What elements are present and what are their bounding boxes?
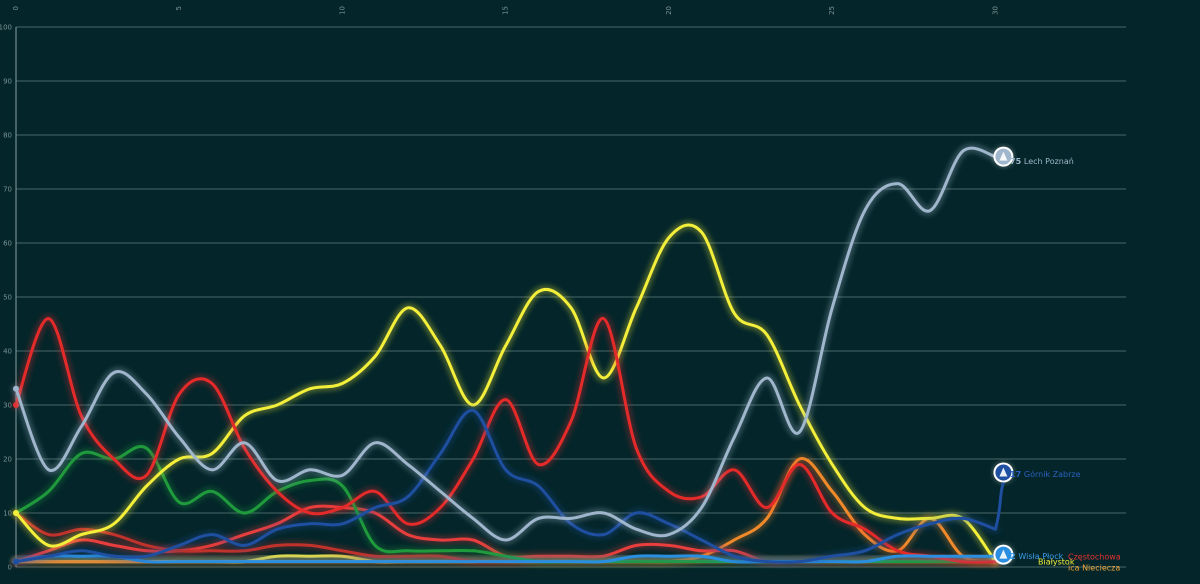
- end-label-team: Wisła Płock: [1018, 552, 1063, 561]
- y-tick-label-30: 30: [3, 402, 12, 410]
- y-tick-label-60: 60: [3, 240, 12, 248]
- club-icons: [992, 145, 1015, 566]
- end-label-5: Białystok: [1038, 558, 1075, 567]
- series-line-wisla-plock: [14, 554, 997, 564]
- end-label-value: 17: [1010, 470, 1024, 479]
- x-tick-label-30: 30: [991, 6, 999, 15]
- y-axis-ticks: 0 10 20 30 40 50 60 70 80 90 100: [0, 24, 12, 572]
- y-tick-label-20: 20: [3, 456, 12, 464]
- y-tick-label-100: 100: [0, 24, 12, 32]
- end-label-team: Białystok: [1038, 558, 1075, 567]
- x-tick-label-5: 5: [175, 6, 183, 10]
- y-tick-label-0: 0: [8, 564, 12, 572]
- end-label-value: 2: [1010, 552, 1018, 561]
- y-tick-label-90: 90: [3, 78, 12, 86]
- series-start-dot-lech-poznan: [13, 385, 19, 392]
- end-label-team: ica Nieciecza: [1068, 564, 1120, 573]
- end-label-6: ica Nieciecza: [1068, 564, 1120, 573]
- club-badge-icon-lech-poznan: [992, 145, 1015, 168]
- series-lech-poznan: [11, 143, 1000, 545]
- y-tick-label-70: 70: [3, 186, 12, 194]
- series-layer: [11, 143, 1000, 567]
- end-label-value: 75: [1010, 157, 1024, 166]
- x-tick-label-15: 15: [502, 6, 510, 15]
- end-label-team: Częstochowa: [1068, 553, 1121, 562]
- end-label-1: 75 Lech Poznań: [1010, 157, 1074, 166]
- series-gornik-zabrze: [11, 405, 1000, 567]
- series-start-dot-jagiellonia-bialystok: [13, 510, 19, 516]
- x-tick-label-0: 0: [12, 6, 20, 10]
- series-line-gornik-zabrze: [14, 408, 997, 564]
- series-line-lech-poznan: [14, 146, 997, 542]
- y-tick-label-10: 10: [3, 510, 12, 518]
- end-label-team: Lech Poznań: [1024, 157, 1074, 166]
- y-tick-label-40: 40: [3, 348, 12, 356]
- badge-emblem: [999, 151, 1008, 161]
- end-label-4: Częstochowa: [1068, 553, 1121, 562]
- badge-emblem: [999, 549, 1008, 559]
- x-tick-label-25: 25: [828, 6, 836, 15]
- badge-connector: [993, 481, 1005, 530]
- end-label-3: 2 Wisła Płock: [1010, 552, 1064, 561]
- club-badge-icon-gornik-zabrze: [992, 461, 1015, 530]
- x-axis-ticks: 0 5 10 15 20 25 30: [12, 6, 999, 15]
- series-line-jagiellonia-bialystok: [14, 223, 997, 564]
- end-labels: 75 Lech Poznań 17 Górnik Zabrze 2 Wisła Pł…: [1010, 157, 1121, 573]
- end-label-team: Górnik Zabrze: [1024, 469, 1081, 479]
- grid-lines: [15, 26, 1126, 568]
- club-badge-icon-wisla-plock: [992, 543, 1015, 566]
- y-tick-label-50: 50: [3, 294, 12, 302]
- end-label-2: 17 Górnik Zabrze: [1010, 469, 1081, 479]
- x-tick-label-10: 10: [338, 6, 346, 15]
- badge-emblem: [999, 467, 1008, 477]
- x-tick-label-20: 20: [665, 6, 673, 15]
- y-tick-label-80: 80: [3, 132, 12, 140]
- series-jagiellonia-bialystok: [11, 220, 1000, 567]
- series-start-dot-gornik-zabrze: [13, 558, 19, 565]
